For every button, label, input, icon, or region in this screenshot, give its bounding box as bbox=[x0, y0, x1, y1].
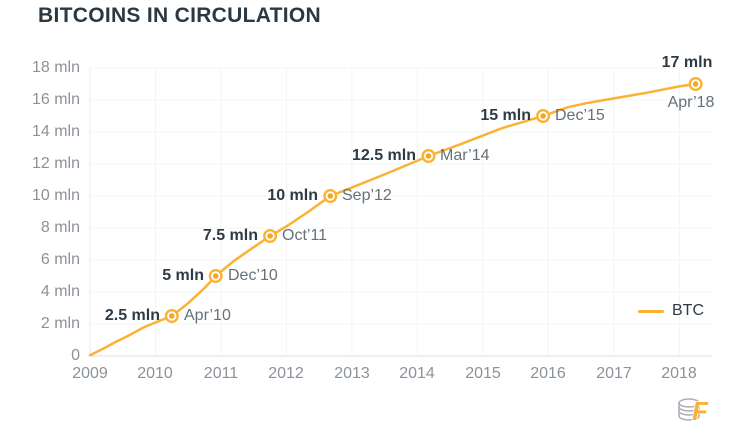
legend-line-swatch bbox=[638, 309, 664, 313]
coin-ridge bbox=[678, 406, 700, 412]
data-point-marker-center bbox=[425, 153, 432, 159]
legend-label: BTC bbox=[672, 302, 704, 319]
coin-stack-logo-icon: F bbox=[678, 395, 710, 427]
coin-ridge bbox=[678, 410, 700, 416]
logo-letter-f: F bbox=[692, 396, 709, 426]
btc-line-series bbox=[88, 82, 697, 357]
data-point-marker-center bbox=[169, 313, 175, 319]
legend-item-btc[interactable]: BTC bbox=[638, 301, 704, 321]
coin-body bbox=[678, 403, 700, 421]
chart-title: BITCOINS IN CIRCULATION bbox=[38, 4, 321, 27]
data-point-marker-center bbox=[327, 193, 334, 199]
data-point-marker-center bbox=[540, 113, 546, 119]
data-point-marker-center bbox=[267, 233, 273, 239]
data-point-marker-center bbox=[692, 81, 699, 87]
data-point-marker-center bbox=[212, 273, 219, 279]
